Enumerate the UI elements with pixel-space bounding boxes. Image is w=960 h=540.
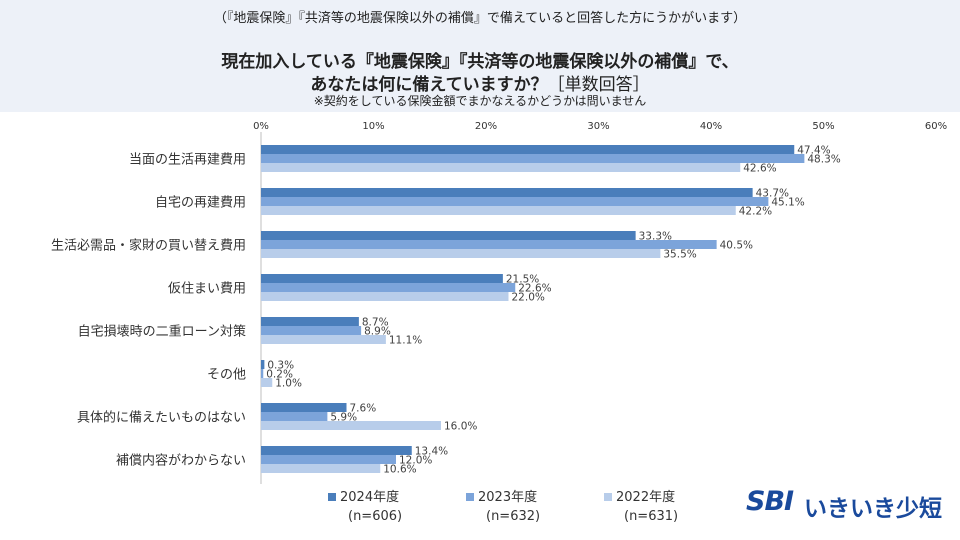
bar-chart: 0% 10% 20% 30% 40% 50% 60% 当面の生活再建費用 47.4%48.3% 4… bbox=[51, 121, 947, 484]
bar-2023年度 bbox=[261, 412, 328, 421]
legend-swatch-2023 bbox=[466, 492, 474, 501]
legend-item-2023: 2023年度 (n=632) bbox=[466, 486, 586, 524]
bar-2024年度 bbox=[261, 188, 753, 197]
data-label: 10.6% bbox=[383, 464, 416, 476]
data-label: 0.3% bbox=[267, 360, 294, 372]
bar-2022年度 bbox=[261, 335, 386, 344]
header-banner: （『地震保険』『共済等の地震保険以外の補償』で備えていると回答した方にうかがいま… bbox=[0, 0, 960, 112]
data-label: 22.6% bbox=[518, 283, 551, 295]
data-label: 8.9% bbox=[364, 326, 391, 338]
bar-2023年度 bbox=[261, 197, 769, 206]
data-label: 42.6% bbox=[743, 163, 776, 175]
category-label: 自宅損壊時の二重ローン対策 bbox=[78, 324, 246, 340]
data-label: 42.2% bbox=[739, 206, 772, 218]
data-label: 16.0% bbox=[444, 421, 477, 433]
bar-2022年度 bbox=[261, 378, 273, 387]
bar-2022年度 bbox=[261, 206, 736, 215]
bar-2022年度 bbox=[261, 421, 441, 430]
category-label: 具体的に備えたいものはない bbox=[77, 410, 246, 426]
data-label: 33.3% bbox=[639, 231, 672, 243]
category-label: 仮住まい費用 bbox=[168, 282, 246, 297]
data-label: 13.4% bbox=[415, 446, 448, 458]
data-label: 1.0% bbox=[275, 378, 302, 390]
data-label: 35.5% bbox=[663, 249, 696, 261]
bar-2023年度 bbox=[261, 240, 717, 249]
legend-label-2023: 2023年度 bbox=[478, 490, 538, 505]
bar-2022年度 bbox=[261, 163, 741, 172]
answer-type-tag: ［単数回答］ bbox=[547, 75, 650, 95]
x-tick-label: 0% bbox=[253, 121, 269, 132]
chart-title-question: あなたは何に備えていますか？ bbox=[310, 75, 548, 95]
bar-2022年度 bbox=[261, 249, 661, 258]
logo-brand: SBI bbox=[746, 486, 794, 517]
x-tick-label: 60% bbox=[925, 121, 947, 132]
data-label: 12.0% bbox=[399, 455, 432, 467]
data-label: 5.9% bbox=[330, 412, 357, 424]
logo-name: いきいき少短 bbox=[804, 496, 942, 522]
category-label: 生活必需品・家財の買い替え費用 bbox=[51, 238, 246, 254]
legend-swatch-2022 bbox=[604, 492, 612, 501]
bar-2024年度 bbox=[261, 317, 359, 326]
data-label: 7.6% bbox=[350, 403, 377, 415]
bar-2023年度 bbox=[261, 369, 264, 378]
data-label: 22.0% bbox=[512, 292, 545, 304]
x-tick-label: 30% bbox=[587, 121, 609, 132]
data-label: 43.7% bbox=[756, 188, 789, 200]
data-label: 11.1% bbox=[389, 335, 422, 347]
category-label: 当面の生活再建費用 bbox=[129, 153, 246, 168]
question-footnote: ※契約をしている保険金額でまかなえるかどうかは問いません bbox=[313, 94, 647, 108]
legend-n-2022: (n=631) bbox=[624, 509, 679, 524]
legend-item-2024: 2024年度 (n=606) bbox=[328, 486, 448, 524]
bar-2023年度 bbox=[261, 455, 396, 464]
data-label: 0.2% bbox=[266, 369, 293, 381]
category-label: 自宅の再建費用 bbox=[155, 196, 246, 211]
chart-title-line-1: 現在加入している『地震保険』『共済等の地震保険以外の補償』で、 bbox=[221, 52, 739, 72]
bar-2022年度 bbox=[261, 464, 381, 473]
bar-2024年度 bbox=[261, 360, 265, 369]
data-label: 47.4% bbox=[797, 145, 830, 157]
data-label: 8.7% bbox=[362, 317, 389, 329]
bar-2023年度 bbox=[261, 326, 362, 335]
company-logo: SBI いきいき少短 bbox=[746, 486, 942, 522]
data-label: 21.5% bbox=[506, 274, 539, 286]
legend-n-2024: (n=606) bbox=[348, 509, 403, 524]
data-label: 45.1% bbox=[771, 197, 804, 209]
data-label: 48.3% bbox=[807, 154, 840, 166]
legend-swatch-2024 bbox=[328, 492, 336, 501]
bar-2024年度 bbox=[261, 274, 503, 283]
bar-2022年度 bbox=[261, 292, 509, 301]
x-tick-label: 10% bbox=[362, 121, 384, 132]
data-label: 40.5% bbox=[720, 240, 753, 252]
bar-2023年度 bbox=[261, 154, 805, 163]
legend-item-2022: 2022年度 (n=631) bbox=[604, 486, 724, 524]
legend-label-2024: 2024年度 bbox=[340, 490, 400, 505]
bar-2024年度 bbox=[261, 446, 412, 455]
legend-n-2023: (n=632) bbox=[486, 509, 541, 524]
bar-2024年度 bbox=[261, 145, 795, 154]
legend-label-2022: 2022年度 bbox=[616, 490, 676, 505]
x-tick-label: 50% bbox=[812, 121, 834, 132]
bar-2024年度 bbox=[261, 403, 347, 412]
x-tick-label: 20% bbox=[475, 121, 497, 132]
bar-2023年度 bbox=[261, 283, 516, 292]
x-tick-label: 40% bbox=[700, 121, 722, 132]
category-label: 補償内容がわからない bbox=[116, 453, 246, 469]
bar-2024年度 bbox=[261, 231, 636, 240]
category-label: その他 bbox=[207, 368, 246, 383]
chart-title-line-2: あなたは何に備えていますか？［単数回答］ bbox=[0, 70, 960, 95]
question-precondition-note: （『地震保険』『共済等の地震保険以外の補償』で備えていると回答した方にうかがいま… bbox=[213, 11, 747, 26]
